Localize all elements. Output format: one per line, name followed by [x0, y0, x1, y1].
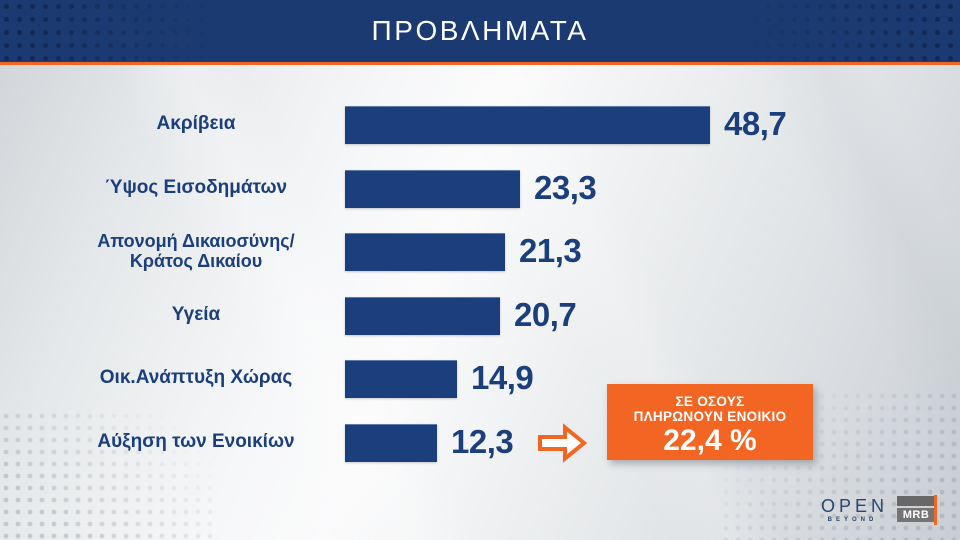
- bar-value: 20,7: [514, 295, 577, 333]
- bar-label: Αύξηση των Ενοικίων: [97, 431, 295, 453]
- bar: [345, 424, 437, 462]
- bar-label: Απονομή Δικαιοσύνης/Κράτος Δικαίου: [97, 231, 295, 271]
- callout-value: 22,4 %: [663, 424, 757, 458]
- bar-value: 48,7: [724, 104, 787, 142]
- bar: [345, 170, 520, 208]
- mrb-agency-logo: MRB: [897, 496, 935, 522]
- right-arrow-icon: [538, 423, 587, 463]
- bar-value: 21,3: [519, 231, 582, 269]
- bar-label: Υγεία: [171, 304, 221, 326]
- renters-callout-box: ΣΕ ΟΣΟΥΣ ΠΛΗΡΩΝΟΥΝ ΕΝΟΙΚΙΟ 22,4 %: [607, 384, 813, 460]
- bar-value: 12,3: [451, 422, 514, 460]
- bar-label: Οικ.Ανάπτυξη Χώρας: [99, 367, 293, 389]
- open-channel-logo: OPEN BEYOND: [818, 497, 884, 523]
- bar: [345, 106, 710, 144]
- bar-label: Ακρίβεια: [156, 113, 236, 135]
- bar-value: 23,3: [534, 168, 597, 206]
- mrb-logo-text: MRB: [897, 508, 935, 522]
- open-logo-text: OPEN: [821, 496, 889, 516]
- chart-row: Υγεία 20,7: [0, 295, 960, 335]
- chart-row: Ύψος Εισοδημάτων 23,3: [0, 168, 960, 208]
- chart-row: Ακρίβεια 48,7: [0, 104, 960, 144]
- bar-value: 14,9: [471, 358, 534, 396]
- chart-row: Αύξηση των Ενοικίων 12,3: [0, 422, 960, 462]
- orange-divider-line: [934, 495, 937, 525]
- bar: [345, 233, 505, 271]
- page-title: ΠΡΟΒΛΗΜΑΤΑ: [371, 15, 589, 46]
- bar: [345, 360, 457, 398]
- mrb-logo-block: [897, 496, 935, 506]
- bar-label: Ύψος Εισοδημάτων: [104, 177, 288, 199]
- bar: [345, 297, 500, 335]
- chart-row: Οικ.Ανάπτυξη Χώρας 14,9: [0, 358, 960, 398]
- callout-line2: ΠΛΗΡΩΝΟΥΝ ΕΝΟΙΚΙΟ: [633, 409, 787, 425]
- open-logo-tagline: BEYOND: [827, 517, 878, 523]
- title-bar: ΠΡΟΒΛΗΜΑΤΑ: [0, 0, 960, 65]
- callout-line1: ΣΕ ΟΣΟΥΣ: [675, 394, 745, 409]
- chart-row: Απονομή Δικαιοσύνης/Κράτος Δικαίου 21,3: [0, 231, 960, 271]
